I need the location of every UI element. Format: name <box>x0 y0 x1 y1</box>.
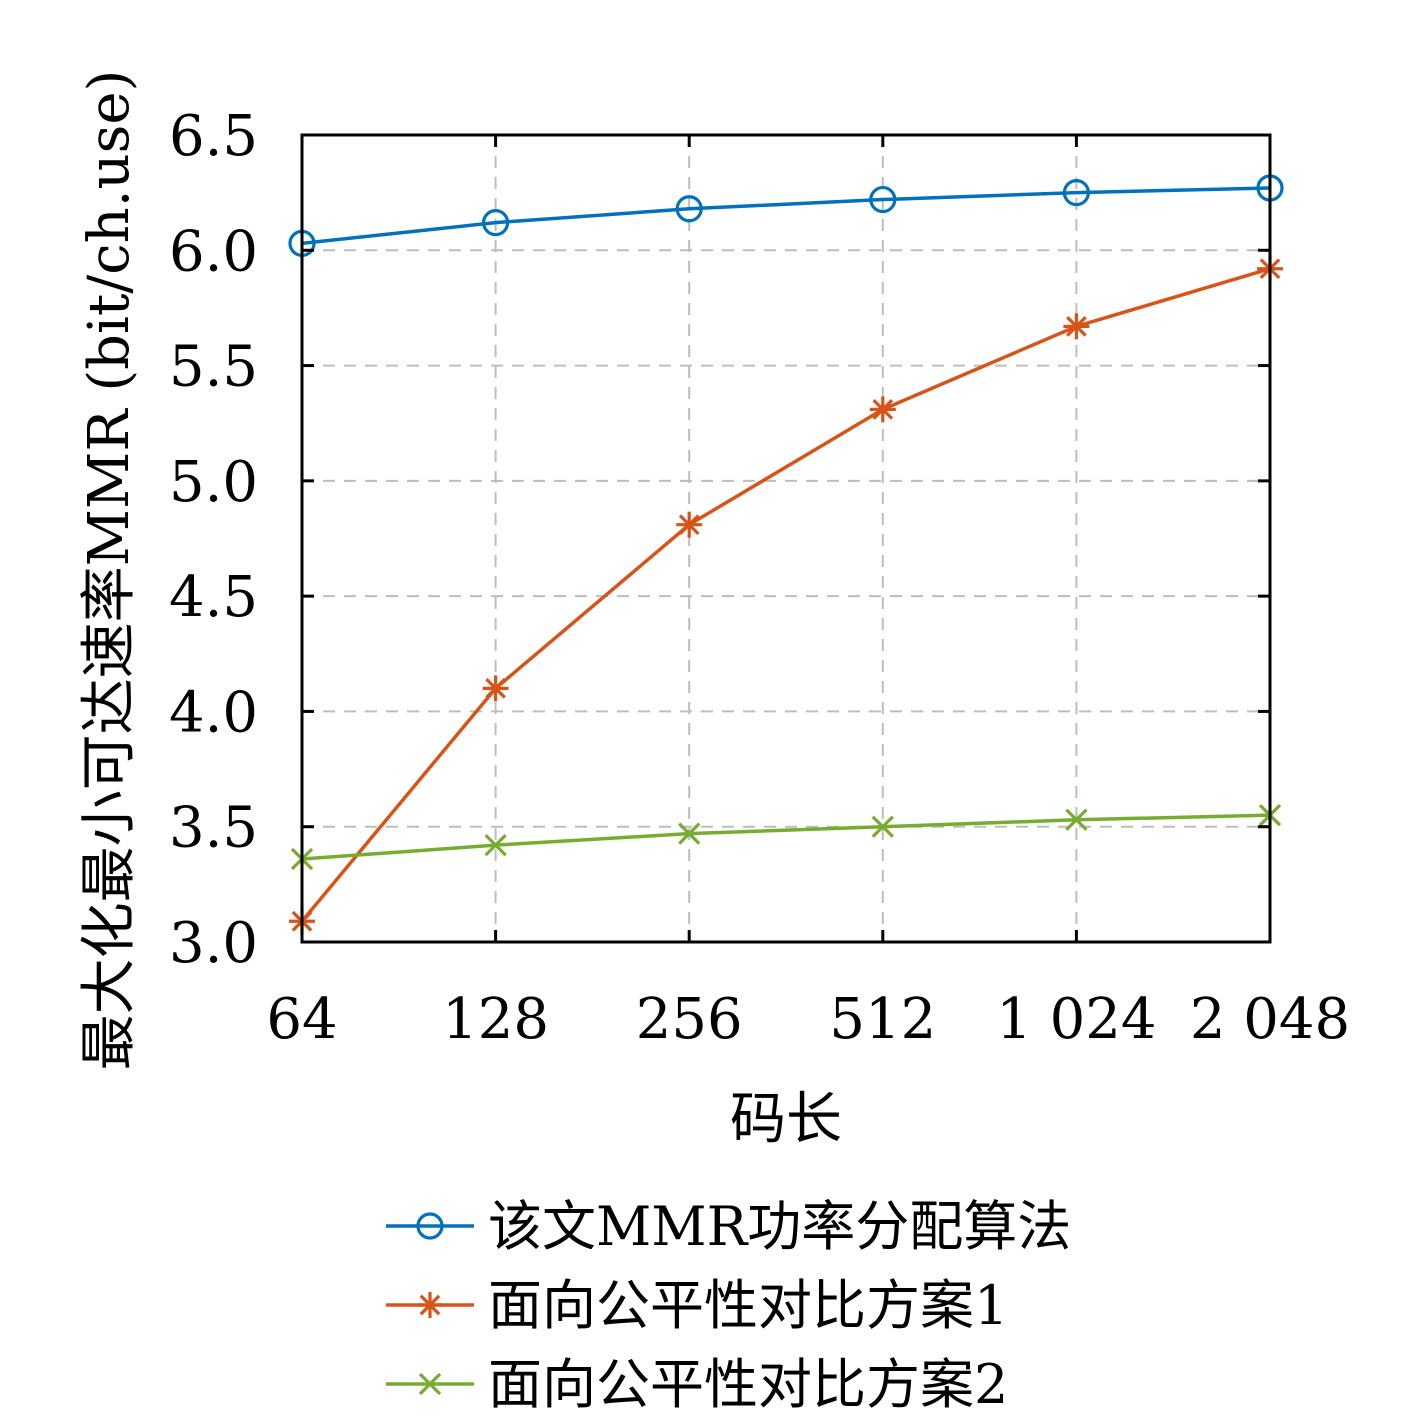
asterisk-marker <box>485 678 506 699</box>
legend-entry: 面向公平性对比方案1 <box>386 1274 1008 1337</box>
data-point <box>869 185 897 214</box>
y-tick-label: 3.5 <box>169 796 258 861</box>
series-layer <box>288 174 1284 935</box>
circle-marker <box>416 1212 444 1240</box>
asterisk-marker <box>1066 316 1087 337</box>
data-point <box>482 675 509 702</box>
data-point <box>675 195 703 223</box>
asterisk-marker <box>419 1294 441 1316</box>
data-point <box>417 1292 443 1318</box>
x-tick-label: 64 <box>266 987 337 1052</box>
grid <box>302 135 1270 942</box>
data-point <box>678 822 701 845</box>
data-point <box>1063 313 1090 340</box>
circle-marker <box>1062 179 1091 207</box>
data-point <box>1065 808 1088 831</box>
x-axis-label: 码长 <box>730 1087 842 1152</box>
data-point <box>676 511 703 538</box>
series-asterisk <box>289 255 1283 935</box>
legend-label: 面向公平性对比方案1 <box>488 1274 1008 1337</box>
asterisk-marker <box>872 399 894 420</box>
data-point <box>482 209 510 237</box>
legend-entry: 该文MMR功率分配算法 <box>386 1195 1071 1258</box>
series-circle <box>288 174 1284 257</box>
x-tick-label: 256 <box>636 987 743 1052</box>
series-line <box>301 186 1271 246</box>
y-tick-label: 6.0 <box>169 219 258 284</box>
y-tick-label: 4.5 <box>169 565 258 630</box>
data-point <box>869 396 896 423</box>
circle-marker <box>675 195 703 223</box>
data-point <box>871 815 894 838</box>
y-tick-label: 3.0 <box>169 911 258 976</box>
ticks: 3.0 3.5 4.0 4.5 5.0 5.5 6.0 6.5 64 128 256 512 1 024… <box>169 104 1350 1052</box>
x-tick-label: 2 048 <box>1190 987 1350 1052</box>
x-tick-label: 512 <box>829 987 936 1052</box>
circle-marker <box>869 185 897 214</box>
data-point <box>416 1212 444 1240</box>
data-point <box>1062 179 1091 207</box>
x-marker <box>871 815 894 838</box>
x-tick-label: 128 <box>442 987 549 1052</box>
x-tick-label: 1 024 <box>996 987 1156 1052</box>
asterisk-marker <box>678 514 700 535</box>
y-tick-label: 6.5 <box>169 104 258 169</box>
x-marker <box>1065 808 1088 831</box>
y-tick-label: 5.0 <box>169 450 258 515</box>
y-tick-label: 5.5 <box>169 335 258 400</box>
legend-label: 该文MMR功率分配算法 <box>488 1195 1071 1258</box>
x-marker <box>418 1372 442 1396</box>
series-line <box>300 267 1271 923</box>
y-tick-label: 4.0 <box>169 680 258 745</box>
circle-marker <box>482 209 510 237</box>
data-point <box>484 834 507 857</box>
x-marker <box>484 834 507 857</box>
legend-label: 面向公平性对比方案2 <box>488 1353 1008 1416</box>
series-line <box>301 813 1271 861</box>
series-x <box>290 804 1282 871</box>
data-point <box>418 1372 442 1396</box>
plot-frame <box>300 133 1272 944</box>
legend-entry: 面向公平性对比方案2 <box>386 1353 1008 1416</box>
y-axis-label: 最大化最小可达速率MMR (bit/ch.use) <box>77 70 142 1071</box>
x-marker <box>678 822 701 845</box>
